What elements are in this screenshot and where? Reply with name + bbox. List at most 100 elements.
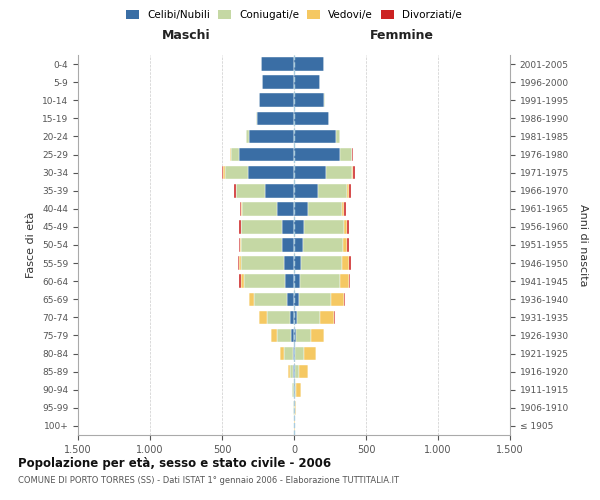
Bar [304, 220, 344, 234]
Bar [239, 148, 294, 162]
Bar [222, 166, 223, 179]
Bar [319, 184, 347, 198]
Bar [230, 148, 239, 162]
Bar [300, 274, 340, 288]
Bar [259, 94, 294, 107]
Bar [347, 220, 349, 234]
Bar [340, 274, 349, 288]
Bar [266, 310, 290, 324]
Bar [320, 310, 334, 324]
Bar [294, 76, 320, 89]
Bar [293, 347, 294, 360]
Bar [240, 202, 241, 215]
Text: COMUNE DI PORTO TORRES (SS) - Dati ISTAT 1° gennaio 2006 - Elaborazione TUTTITAL: COMUNE DI PORTO TORRES (SS) - Dati ISTAT… [18, 476, 399, 485]
Bar [250, 130, 294, 143]
Bar [277, 328, 291, 342]
Bar [286, 274, 294, 288]
Bar [353, 166, 355, 179]
Bar [311, 328, 323, 342]
Bar [283, 238, 294, 252]
Bar [290, 365, 293, 378]
Bar [291, 328, 294, 342]
Bar [297, 310, 320, 324]
Bar [294, 347, 295, 360]
Y-axis label: Fasce di età: Fasce di età [26, 212, 37, 278]
Bar [344, 202, 346, 215]
Bar [294, 220, 304, 234]
Bar [259, 310, 266, 324]
Bar [295, 365, 299, 378]
Bar [265, 184, 294, 198]
Bar [331, 292, 344, 306]
Text: Maschi: Maschi [161, 30, 211, 43]
Bar [225, 166, 248, 179]
Bar [239, 238, 240, 252]
Bar [292, 383, 293, 396]
Bar [352, 148, 353, 162]
Bar [294, 365, 295, 378]
Bar [294, 202, 308, 215]
Bar [294, 130, 336, 143]
Bar [271, 328, 277, 342]
Bar [248, 166, 294, 179]
Bar [277, 202, 294, 215]
Bar [294, 184, 319, 198]
Bar [295, 383, 296, 396]
Bar [284, 256, 294, 270]
Bar [293, 365, 294, 378]
Bar [326, 166, 352, 179]
Text: Femmine: Femmine [370, 30, 434, 43]
Bar [294, 328, 296, 342]
Bar [294, 310, 297, 324]
Bar [352, 166, 353, 179]
Bar [287, 292, 294, 306]
Bar [287, 365, 290, 378]
Bar [239, 274, 241, 288]
Bar [284, 347, 293, 360]
Bar [349, 256, 351, 270]
Bar [347, 184, 349, 198]
Bar [341, 202, 344, 215]
Bar [280, 347, 284, 360]
Bar [295, 401, 296, 414]
Bar [341, 256, 349, 270]
Bar [304, 347, 316, 360]
Bar [238, 256, 239, 270]
Bar [349, 274, 350, 288]
Bar [294, 148, 340, 162]
Bar [261, 58, 294, 71]
Bar [299, 292, 331, 306]
Bar [344, 292, 345, 306]
Bar [256, 112, 257, 125]
Bar [294, 58, 324, 71]
Bar [308, 202, 341, 215]
Bar [294, 256, 301, 270]
Bar [247, 130, 250, 143]
Bar [241, 256, 284, 270]
Bar [294, 112, 329, 125]
Bar [295, 347, 304, 360]
Bar [262, 76, 294, 89]
Bar [296, 383, 301, 396]
Bar [294, 292, 299, 306]
Bar [241, 238, 283, 252]
Bar [301, 256, 341, 270]
Bar [250, 292, 254, 306]
Bar [294, 94, 324, 107]
Bar [282, 220, 294, 234]
Bar [248, 292, 250, 306]
Bar [290, 310, 294, 324]
Bar [347, 238, 349, 252]
Bar [244, 274, 286, 288]
Bar [302, 238, 343, 252]
Bar [296, 328, 311, 342]
Bar [336, 130, 340, 143]
Bar [294, 238, 302, 252]
Bar [223, 166, 225, 179]
Bar [294, 274, 300, 288]
Bar [234, 184, 236, 198]
Legend: Celibi/Nubili, Coniugati/e, Vedovi/e, Divorziati/e: Celibi/Nubili, Coniugati/e, Vedovi/e, Di… [124, 8, 464, 22]
Bar [241, 274, 244, 288]
Bar [239, 220, 241, 234]
Bar [344, 220, 347, 234]
